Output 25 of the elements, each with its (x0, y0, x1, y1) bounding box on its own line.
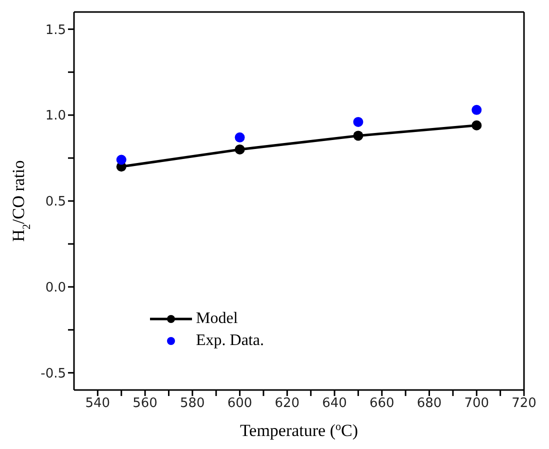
y-tick-label: -0.5 (40, 366, 66, 382)
x-tick-label: 600 (227, 396, 252, 412)
x-tick-label: 560 (132, 396, 158, 412)
x-tick-label: 720 (512, 396, 536, 412)
y-tick-label: 1.5 (45, 22, 66, 38)
x-tick-label: 580 (180, 396, 205, 412)
x-tick-label: 620 (274, 396, 300, 412)
point (234, 132, 245, 142)
point (472, 104, 482, 115)
legend-label: Exp. Data. (196, 332, 264, 350)
point (353, 130, 364, 141)
y-tick-label: 0.5 (45, 194, 66, 210)
point (116, 154, 126, 165)
x-tick-label: 640 (322, 396, 347, 412)
point (353, 116, 364, 127)
legend-label: Model (196, 310, 238, 328)
x-tick-label: 680 (416, 396, 442, 412)
point (472, 120, 482, 130)
y-tick-label: 1.0 (45, 108, 66, 124)
x-tick-label: 660 (369, 396, 394, 412)
point (234, 144, 245, 154)
x-axis-title: Temperature ($^{o}$C) (240, 421, 358, 440)
x-tick-label: 700 (464, 396, 490, 412)
x-tick-label: 540 (85, 396, 110, 412)
y-tick-label: 0.0 (45, 280, 66, 296)
